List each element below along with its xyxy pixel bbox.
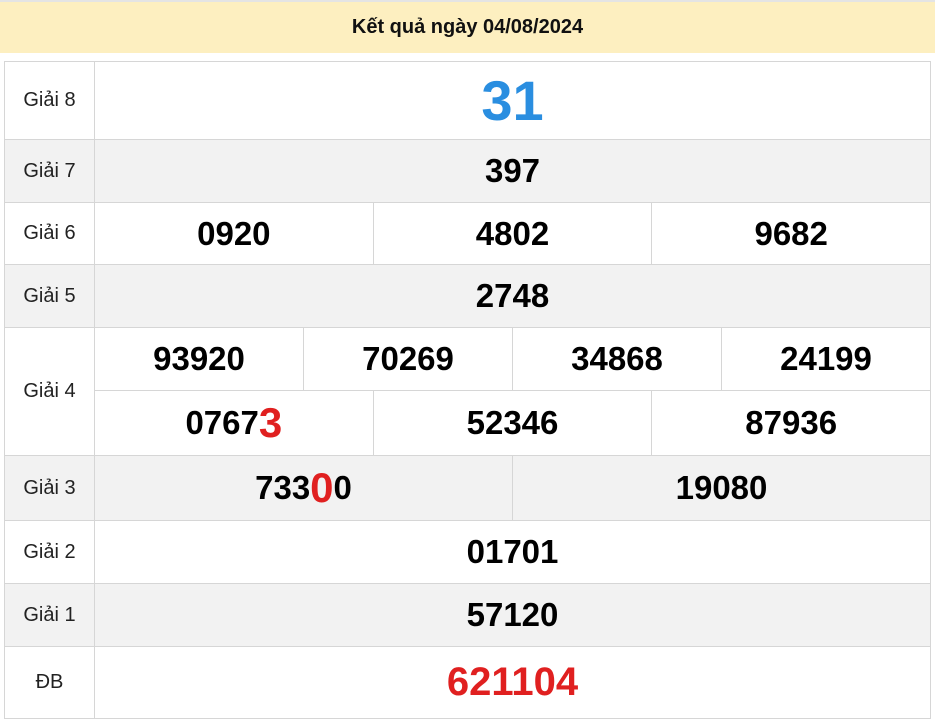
- prize-label: Giải 2: [4, 520, 95, 584]
- prize-number: 397: [94, 139, 931, 203]
- results-table: Giải 8 31 Giải 7 397 Giải 6 0920 4802 96…: [4, 61, 931, 719]
- prize-row-giai-6: Giải 6 0920 4802 9682: [4, 202, 931, 265]
- prize-number: 93920: [153, 340, 245, 377]
- prize-number: 01701: [94, 520, 931, 584]
- prize-number: 733 0 0: [95, 456, 512, 520]
- prize-number: 34868: [512, 328, 721, 390]
- prize-label: ĐB: [4, 646, 95, 719]
- prize-number: 0920: [197, 214, 271, 252]
- prize-number: 24199: [721, 328, 930, 390]
- prize-label: Giải 7: [4, 139, 95, 203]
- prize-row-giai-7: Giải 7 397: [4, 139, 931, 203]
- prize-row-giai-4: Giải 4 93920 70269 34868 24199: [4, 327, 931, 456]
- prize-number: 19080: [512, 456, 930, 520]
- results-date-header: Kết quả ngày 04/08/2024: [0, 0, 935, 53]
- prize-row-giai-3: Giải 3 733 0 0 19080: [4, 455, 931, 521]
- prize-label: Giải 6: [4, 202, 95, 265]
- prize-number: 87936: [651, 391, 930, 455]
- prize-number: 70269: [303, 328, 512, 390]
- prize-row-special: ĐB 621104: [4, 646, 931, 719]
- prize-label: Giải 5: [4, 264, 95, 328]
- prize-number: 0767 3: [95, 391, 373, 455]
- prize-label: Giải 3: [4, 455, 95, 521]
- number-digits: 733: [255, 469, 311, 506]
- prize-row-giai-4b: 0767 3 52346 87936: [5, 390, 931, 456]
- prize-label: Giải 8: [4, 61, 95, 140]
- prize-number: 31: [94, 61, 931, 140]
- highlight-digit: 3: [258, 399, 283, 446]
- prize-row-giai-8: Giải 8 31: [4, 61, 931, 140]
- special-prize-number: 621104: [94, 646, 931, 719]
- prize-number: 2748: [94, 264, 931, 328]
- number-digits: 0767: [185, 404, 259, 441]
- prize-row-giai-1: Giải 1 57120: [4, 583, 931, 647]
- number-digits: 0: [333, 469, 352, 506]
- highlight-digit: 0: [310, 464, 334, 511]
- prize-label: Giải 4: [4, 327, 95, 456]
- prize-number: 57120: [94, 583, 931, 647]
- prize-number: 9682: [651, 203, 930, 264]
- prize-number: 52346: [372, 391, 652, 455]
- prize-number: 4802: [372, 203, 652, 264]
- prize-label: Giải 1: [4, 583, 95, 647]
- prize-row-giai-5: Giải 5 2748: [4, 264, 931, 328]
- prize-row-giai-2: Giải 2 01701: [4, 520, 931, 584]
